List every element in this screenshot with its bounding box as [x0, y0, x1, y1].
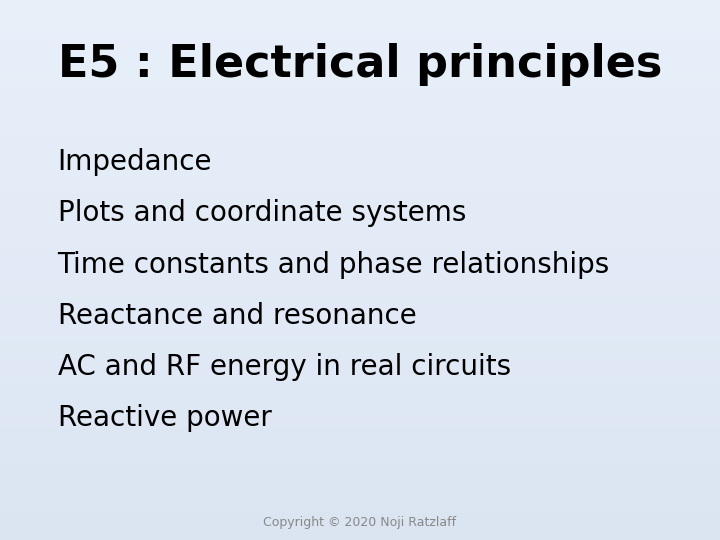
Text: AC and RF energy in real circuits: AC and RF energy in real circuits	[58, 353, 510, 381]
Text: Time constants and phase relationships: Time constants and phase relationships	[58, 251, 610, 279]
Text: Copyright © 2020 Noji Ratzlaff: Copyright © 2020 Noji Ratzlaff	[264, 516, 456, 529]
Text: E5 : Electrical principles: E5 : Electrical principles	[58, 43, 662, 86]
Text: Impedance: Impedance	[58, 148, 212, 176]
Text: Reactive power: Reactive power	[58, 404, 271, 433]
Text: Reactance and resonance: Reactance and resonance	[58, 302, 416, 330]
Text: Plots and coordinate systems: Plots and coordinate systems	[58, 199, 466, 227]
